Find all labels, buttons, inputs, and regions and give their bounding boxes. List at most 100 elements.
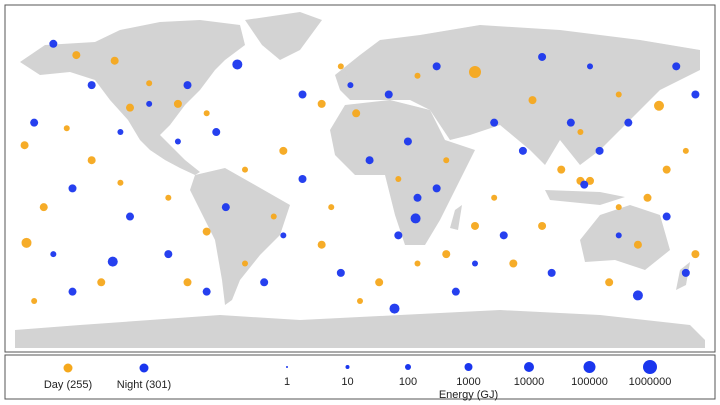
- data-point: [279, 146, 288, 155]
- britain: [345, 60, 360, 80]
- size-legend-label: 10000: [514, 376, 545, 388]
- data-point: [21, 237, 32, 248]
- data-point: [413, 193, 422, 202]
- data-point: [509, 259, 518, 268]
- size-legend-marker: [345, 365, 350, 369]
- data-point: [87, 156, 96, 165]
- data-point: [662, 212, 671, 221]
- data-point: [615, 232, 622, 239]
- south-america: [190, 168, 290, 305]
- data-point: [365, 156, 374, 165]
- data-point: [39, 203, 48, 212]
- data-point: [471, 221, 479, 230]
- data-point: [395, 176, 402, 182]
- data-point: [384, 90, 393, 99]
- data-point: [432, 184, 441, 193]
- madagascar: [450, 205, 462, 230]
- data-point: [632, 290, 643, 301]
- data-point: [117, 179, 124, 186]
- data-point: [403, 137, 412, 146]
- legend-frame: [4, 354, 716, 400]
- data-point: [414, 260, 421, 267]
- size-legend-label: 1000000: [629, 376, 672, 388]
- data-point: [394, 231, 403, 240]
- legend-swatch: [63, 363, 73, 373]
- data-point: [566, 118, 575, 127]
- data-point: [528, 96, 537, 105]
- data-point: [164, 250, 173, 259]
- data-point: [126, 103, 134, 112]
- data-point: [443, 157, 450, 164]
- data-point: [499, 231, 508, 240]
- size-legend-marker: [583, 361, 596, 373]
- data-point: [586, 176, 594, 185]
- data-point: [654, 100, 664, 111]
- data-point: [442, 250, 451, 259]
- size-legend-label: 1: [284, 376, 290, 388]
- data-point: [451, 287, 460, 296]
- data-point: [624, 118, 633, 127]
- data-point: [595, 146, 604, 155]
- data-point: [328, 204, 335, 211]
- data-point: [337, 63, 344, 70]
- size-legend-marker: [286, 366, 288, 368]
- data-point: [557, 165, 566, 174]
- data-point: [691, 250, 700, 259]
- data-point: [146, 80, 153, 87]
- data-point: [538, 52, 547, 61]
- data-point: [173, 99, 182, 108]
- data-point: [126, 212, 134, 221]
- map-frame: [4, 4, 716, 353]
- data-point: [30, 118, 39, 127]
- data-point: [298, 90, 307, 99]
- data-point: [518, 146, 527, 155]
- data-point: [317, 240, 326, 249]
- eurasia: [335, 25, 700, 165]
- data-point: [280, 232, 287, 239]
- data-point: [469, 65, 481, 78]
- data-point: [232, 59, 243, 70]
- data-point: [615, 91, 622, 98]
- australia: [580, 205, 670, 270]
- legend-label: Day (255): [44, 379, 92, 391]
- data-point: [577, 129, 584, 136]
- africa: [330, 100, 475, 245]
- data-point: [20, 141, 29, 150]
- data-point: [472, 260, 478, 267]
- data-point: [410, 213, 421, 224]
- data-point: [352, 109, 361, 118]
- basemap: [4, 4, 716, 353]
- data-point: [672, 62, 681, 71]
- data-point: [63, 125, 70, 132]
- data-point: [202, 287, 211, 296]
- data-point: [389, 303, 400, 314]
- data-point: [587, 63, 593, 70]
- data-point: [317, 99, 326, 108]
- data-point: [97, 278, 106, 287]
- data-point: [490, 118, 499, 127]
- data-point: [117, 129, 124, 136]
- data-point: [643, 193, 652, 202]
- legend-label: Night (301): [117, 379, 171, 391]
- data-point: [605, 278, 614, 287]
- data-point: [203, 110, 210, 117]
- data-point: [221, 203, 230, 212]
- data-point: [662, 165, 671, 174]
- size-legend-marker: [405, 364, 411, 370]
- data-point: [183, 81, 192, 90]
- data-point: [165, 194, 172, 201]
- data-point: [50, 251, 57, 258]
- data-point: [242, 260, 248, 267]
- data-point: [414, 72, 421, 79]
- greenland: [245, 12, 322, 60]
- data-point: [681, 268, 690, 277]
- data-point: [375, 278, 384, 287]
- data-point: [615, 204, 622, 211]
- data-point: [580, 180, 589, 189]
- size-legend-label: 100: [399, 376, 417, 388]
- size-legend-marker: [464, 363, 473, 371]
- data-point: [202, 227, 211, 236]
- data-point: [633, 240, 642, 249]
